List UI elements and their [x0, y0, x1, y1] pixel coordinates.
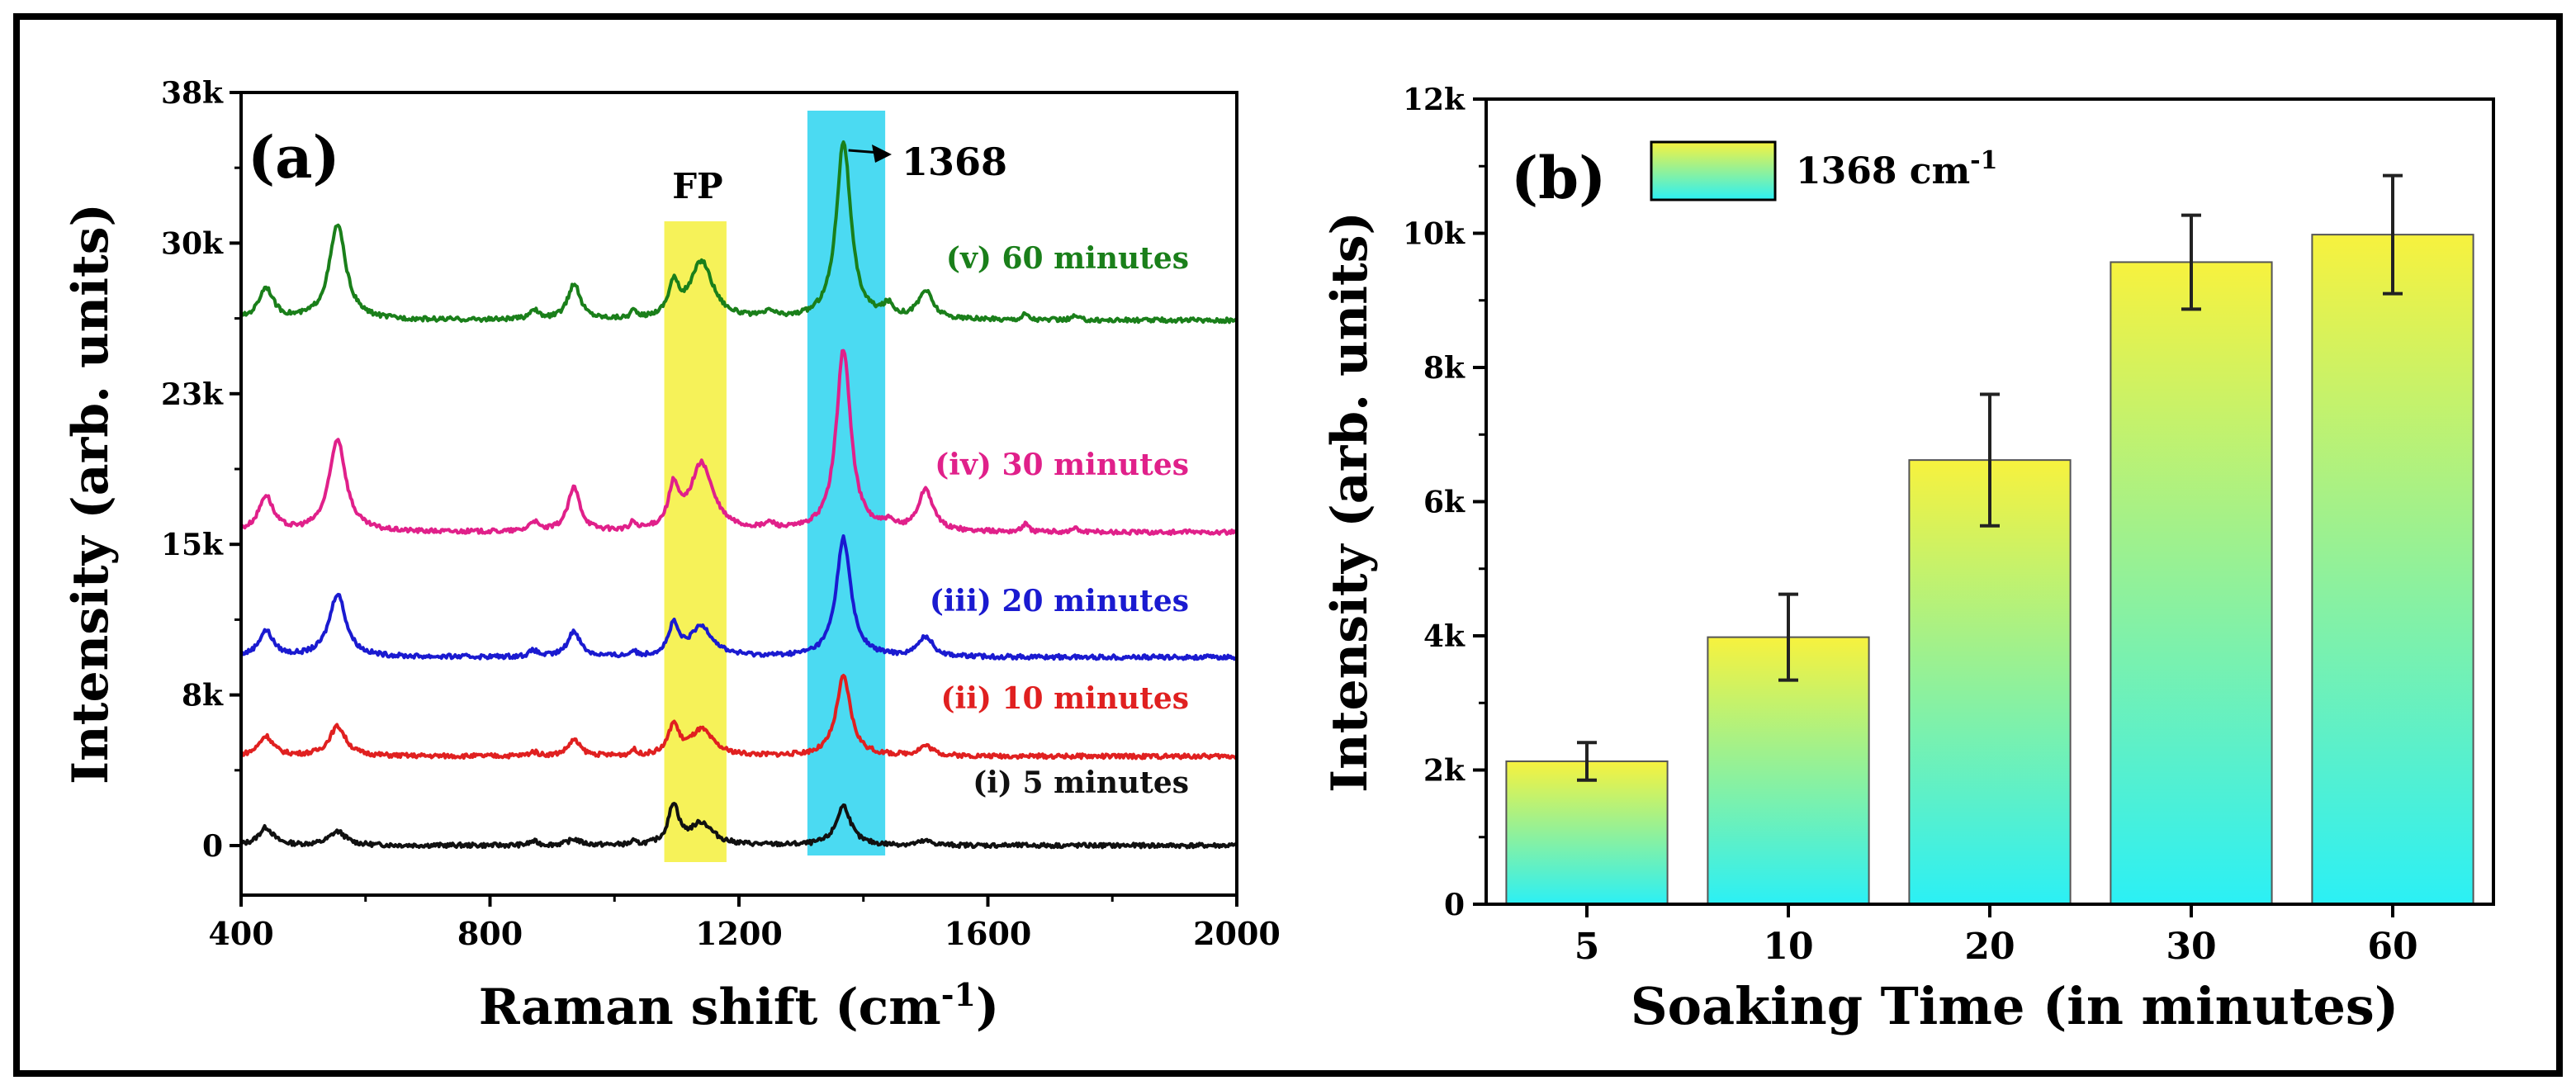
category-label-20: 20 — [1964, 926, 2015, 968]
y-tick-label: 6k — [1423, 486, 1466, 520]
x-tick-label: 400 — [208, 915, 273, 952]
bar-30-minutes — [2110, 261, 2273, 905]
series-label-5: (v) 60 minutes — [946, 241, 1189, 276]
peak-1368-arrowhead — [872, 145, 892, 163]
y-tick-label: 8k — [1423, 351, 1466, 386]
panel-b: 5 10 20 30 60 0 2k 4k 6k 8k 10k 12k (b) 1368 cm-1 I… — [1321, 83, 2495, 1036]
legend-label-sup: -1 — [1970, 146, 1997, 175]
spectrum-line-4 — [241, 348, 1237, 536]
category-label-30: 30 — [2166, 926, 2216, 968]
x-axis-label-sup: -1 — [941, 976, 976, 1013]
y-tick-label: 0 — [1444, 888, 1465, 922]
panel-a: 400 800 1200 1600 2000 0 8k 15k 23k 30k 38k (i) 5 … — [62, 76, 1281, 1036]
y-tick-label: 23k — [161, 377, 224, 412]
series-label-1: (i) 5 minutes — [973, 765, 1189, 800]
legend-label-main: 1368 cm — [1796, 150, 1970, 192]
category-label-5: 5 — [1574, 926, 1600, 968]
legend-label: 1368 cm-1 — [1796, 146, 1997, 192]
bar-20-minutes — [1908, 459, 2072, 905]
category-label-10: 10 — [1763, 926, 1813, 968]
y-tick-label: 4k — [1423, 619, 1466, 654]
highlight-region-fp — [664, 221, 727, 862]
spectrum-line-3 — [241, 534, 1237, 661]
spectrum-line-1 — [241, 802, 1237, 850]
y-tick-label: 30k — [161, 226, 224, 261]
panel-a-label: (a) — [248, 123, 340, 192]
series-label-3: (iii) 20 minutes — [930, 584, 1189, 618]
x-axis-label-main: Raman shift (cm — [479, 979, 941, 1036]
panel-b-x-axis-label: Soaking Time (in minutes) — [1631, 976, 2398, 1036]
y-tick-label: 10k — [1403, 217, 1466, 252]
y-tick-label: 8k — [182, 679, 224, 713]
y-tick-label: 2k — [1423, 754, 1466, 789]
bar-60-minutes — [2311, 234, 2474, 905]
panel-a-y-axis-label: Intensity (arb. units) — [62, 203, 120, 784]
fp-region-label: FP — [672, 166, 722, 206]
y-tick-label: 12k — [1403, 83, 1466, 117]
y-tick-label: 0 — [202, 829, 223, 864]
x-axis-label-close: ) — [976, 979, 999, 1036]
series-label-2: (ii) 10 minutes — [941, 681, 1190, 716]
peak-1368-label: 1368 — [902, 140, 1007, 184]
category-label-60: 60 — [2367, 926, 2417, 968]
spectrum-line-2 — [241, 674, 1237, 761]
y-tick-label: 15k — [161, 528, 224, 562]
panel-b-label: (b) — [1511, 144, 1606, 212]
y-tick-label: 38k — [161, 76, 224, 111]
spectrum-line-5 — [241, 140, 1237, 325]
x-tick-label: 2000 — [1193, 915, 1281, 952]
panel-a-x-axis-label: Raman shift (cm-1) — [479, 976, 1000, 1036]
series-label-4: (iv) 30 minutes — [935, 448, 1189, 482]
panel-b-y-axis-label: Intensity (arb. units) — [1321, 211, 1379, 793]
x-tick-label: 800 — [457, 915, 523, 952]
bar-5-minutes — [1505, 760, 1669, 905]
highlight-region-peak-1368 — [807, 111, 886, 855]
x-tick-label: 1600 — [945, 915, 1032, 952]
legend-swatch — [1650, 140, 1777, 201]
x-tick-label: 1200 — [695, 915, 783, 952]
